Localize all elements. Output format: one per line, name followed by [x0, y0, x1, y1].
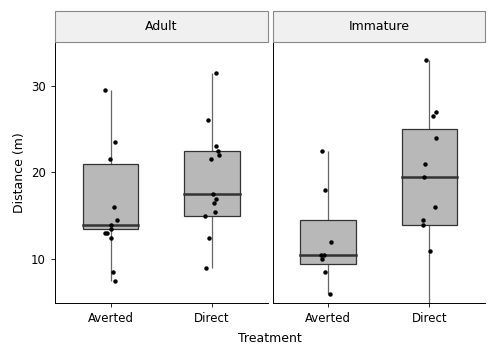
Bar: [402, 129, 457, 225]
Text: Immature: Immature: [348, 20, 410, 33]
Bar: [83, 164, 138, 229]
Y-axis label: Distance (m): Distance (m): [12, 132, 26, 213]
Bar: [184, 151, 240, 216]
Text: Adult: Adult: [145, 20, 178, 33]
Text: Treatment: Treatment: [238, 332, 302, 345]
Bar: [300, 220, 356, 264]
